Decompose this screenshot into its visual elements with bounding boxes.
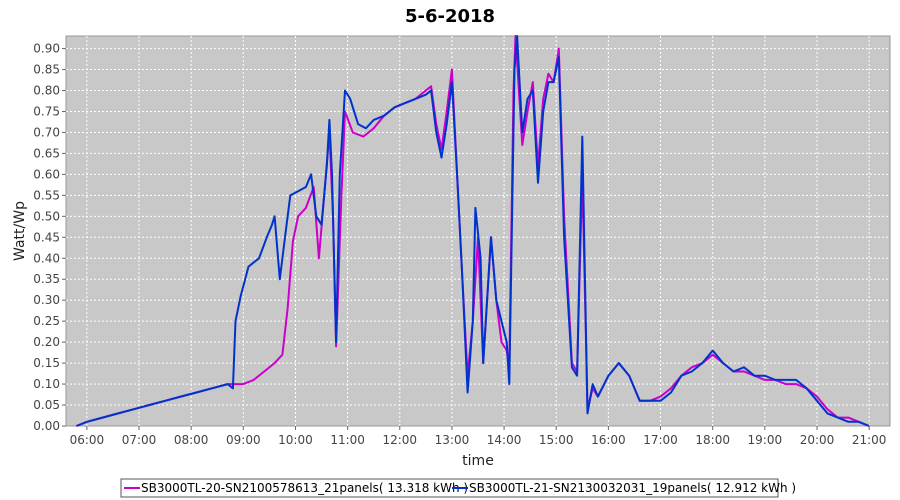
- x-tick-label: 12:00: [382, 433, 417, 447]
- y-tick-label: 0.75: [33, 104, 60, 118]
- legend-box: [120, 478, 779, 498]
- y-tick-label: 0.25: [33, 314, 60, 328]
- y-tick-label: 0.70: [33, 125, 60, 139]
- x-tick-label: 08:00: [174, 433, 209, 447]
- x-tick-label: 14:00: [487, 433, 522, 447]
- x-tick-label: 21:00: [852, 433, 887, 447]
- x-tick-label: 13:00: [435, 433, 470, 447]
- y-tick-label: 0.05: [33, 398, 60, 412]
- y-tick-label: 0.50: [33, 209, 60, 223]
- x-tick-label: 06:00: [70, 433, 105, 447]
- x-axis: 06:00 07:00 08:00 09:00 10:00 11:00 12:00 13:00…: [70, 426, 887, 447]
- x-tick-label: 20:00: [800, 433, 835, 447]
- y-tick-label: 0.40: [33, 251, 60, 265]
- y-tick-label: 0.65: [33, 146, 60, 160]
- x-tick-label: 17:00: [643, 433, 678, 447]
- x-tick-label: 19:00: [748, 433, 783, 447]
- legend-entry-series-1: SB3000TL-20-SN2100578613_21panels( 13.31…: [141, 481, 468, 495]
- y-tick-label: 0.15: [33, 356, 60, 370]
- y-tick-label: 0.10: [33, 377, 60, 391]
- y-tick-label: 0.55: [33, 188, 60, 202]
- y-tick-label: 0.85: [33, 63, 60, 77]
- y-axis: 0.00 0.05 0.10 0.15 0.20 0.25 0.30 0.35 0.40 0.45…: [33, 42, 66, 433]
- legend-entry-series-2: SB3000TL-21-SN2130032031_19panels( 12.91…: [469, 481, 796, 495]
- x-tick-label: 11:00: [330, 433, 365, 447]
- x-tick-label: 15:00: [539, 433, 574, 447]
- series-line-2: [76, 35, 870, 427]
- x-tick-label: 09:00: [226, 433, 261, 447]
- y-tick-label: 0.90: [33, 42, 60, 56]
- y-tick-label: 0.60: [33, 167, 60, 181]
- x-tick-label: 07:00: [122, 433, 157, 447]
- y-tick-label: 0.20: [33, 335, 60, 349]
- y-tick-label: 0.45: [33, 230, 60, 244]
- y-tick-label: 0.30: [33, 293, 60, 307]
- x-axis-label: time: [462, 453, 494, 469]
- y-tick-label: 0.35: [33, 272, 60, 286]
- x-tick-label: 16:00: [591, 433, 626, 447]
- y-axis-label: Watt/Wp: [12, 201, 28, 261]
- series-layer: [76, 35, 870, 427]
- y-tick-label: 0.80: [33, 84, 60, 98]
- legend: SB3000TL-20-SN2100578613_21panels( 13.31…: [120, 478, 796, 498]
- x-tick-label: 18:00: [695, 433, 730, 447]
- y-tick-label: 0.00: [33, 419, 60, 433]
- chart-title: 5-6-2018: [405, 6, 495, 27]
- x-tick-label: 10:00: [278, 433, 313, 447]
